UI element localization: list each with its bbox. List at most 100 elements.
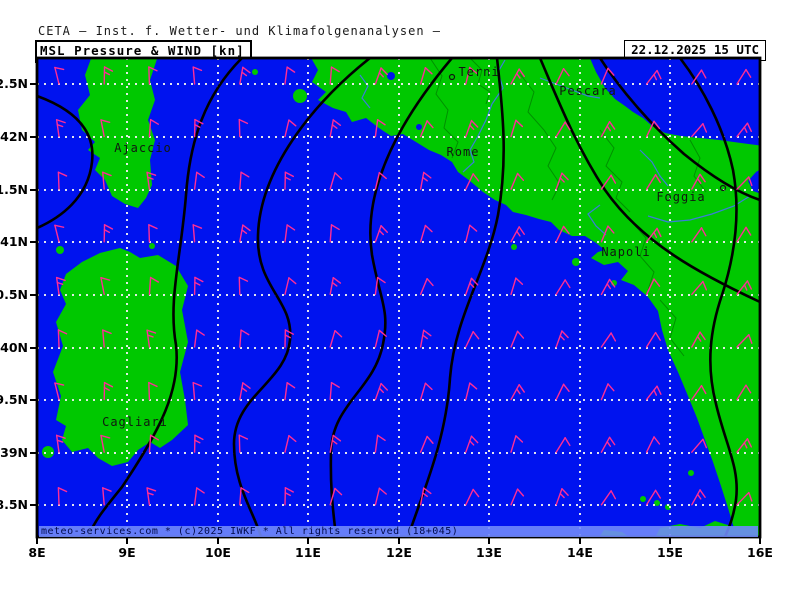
- lat-label: 42.5N: [0, 76, 28, 91]
- wind-barb: [691, 384, 707, 401]
- wind-barb: [600, 121, 616, 138]
- small-island: [42, 446, 54, 458]
- land-sardinia: [53, 248, 188, 466]
- wind-barb: [600, 332, 617, 348]
- wind-barb: [555, 488, 569, 506]
- wind-barb: [148, 434, 160, 453]
- isobar-line: [86, 58, 244, 537]
- small-island: [293, 89, 307, 103]
- city-label-napoli: Napoli: [601, 245, 650, 259]
- wind-barb: [600, 225, 615, 243]
- wind-barb: [645, 436, 661, 453]
- wind-barb: [510, 383, 525, 401]
- isobar-line: [406, 58, 505, 537]
- isobar-line: [678, 58, 738, 537]
- wind-barb: [284, 434, 297, 453]
- lon-label: 16E: [747, 545, 773, 560]
- wind-barb: [645, 227, 662, 243]
- lake: [387, 72, 395, 80]
- datetime-box: 22.12.2025 15 UTC: [624, 40, 766, 61]
- wind-barb: [510, 172, 525, 190]
- wind-barb: [192, 66, 203, 85]
- wind-barb: [329, 119, 342, 138]
- lake: [416, 124, 422, 130]
- wind-barb: [600, 436, 616, 453]
- wind-barb: [555, 279, 571, 296]
- wind-barb: [238, 118, 249, 138]
- wind-barb: [239, 171, 250, 190]
- wind-barb: [148, 381, 158, 401]
- lat-label: 40N: [0, 340, 28, 355]
- lon-label: 9E: [118, 545, 135, 560]
- wind-barb: [645, 385, 662, 401]
- wind-barb: [374, 276, 386, 296]
- wind-barb: [419, 277, 434, 296]
- wind-barb: [284, 487, 294, 506]
- wind-barb: [465, 488, 480, 506]
- wind-barb: [419, 329, 432, 348]
- small-island: [56, 246, 64, 254]
- wind-barb: [510, 277, 524, 296]
- wind-barb: [238, 434, 249, 453]
- wind-barb: [736, 384, 752, 401]
- city-label-terni: Terni: [458, 65, 499, 79]
- wind-barb: [192, 224, 203, 243]
- wind-barb: [465, 277, 479, 296]
- wind-barb: [510, 119, 524, 138]
- wind-barb: [736, 176, 753, 190]
- wind-barb: [146, 171, 157, 190]
- wind-barb: [329, 276, 342, 296]
- lat-label: 41.5N: [0, 182, 28, 197]
- wind-barb: [103, 224, 114, 243]
- city-label-foggia: Foggia: [656, 190, 705, 204]
- lon-label: 12E: [386, 545, 412, 560]
- wind-barb: [419, 67, 433, 85]
- lat-label: 38.5N: [0, 497, 28, 512]
- admin-border: [519, 73, 561, 201]
- wind-barb: [691, 438, 708, 453]
- wind-barb: [419, 382, 433, 401]
- wind-barb: [691, 69, 707, 85]
- land-corsica: [78, 58, 158, 208]
- wind-barb: [239, 487, 250, 506]
- wind-barb: [510, 488, 525, 506]
- wind-barb: [374, 225, 388, 243]
- wind-barb: [284, 171, 294, 190]
- wind-barb: [419, 224, 433, 243]
- wind-barb: [193, 434, 204, 453]
- wind-barb: [192, 381, 203, 401]
- wind-barb: [555, 172, 569, 190]
- wind-barb: [600, 67, 615, 85]
- wind-barb: [329, 172, 343, 190]
- wind-barb: [555, 121, 571, 138]
- wind-barb: [374, 434, 386, 453]
- wind-barb: [102, 329, 112, 348]
- wind-barb: [54, 382, 65, 401]
- lat-label: 42N: [0, 129, 28, 144]
- wind-barb: [736, 122, 753, 138]
- wind-barb: [148, 276, 160, 296]
- wind-barb: [238, 276, 249, 296]
- wind-barb: [555, 437, 571, 453]
- wind-barb: [600, 490, 617, 506]
- lon-label: 14E: [567, 545, 593, 560]
- wind-barb: [736, 438, 753, 453]
- wind-barb: [691, 331, 706, 348]
- wind-barb: [465, 119, 479, 138]
- small-island: [688, 470, 694, 476]
- wind-barb: [284, 382, 296, 401]
- wind-barb: [55, 276, 66, 296]
- admin-border: [659, 299, 685, 357]
- land-mainland: [311, 58, 760, 537]
- wind-barb: [239, 224, 251, 243]
- small-island: [640, 496, 646, 502]
- map-title: MSL_Pressure_&_WIND_[kn]: [40, 43, 245, 58]
- wind-barb: [419, 120, 434, 138]
- copyright-bar: meteo-services.com * (c)2025 IWKF * All …: [39, 526, 758, 537]
- city-label-pescara: Pescara: [559, 84, 617, 98]
- wind-barb: [284, 224, 296, 243]
- city-label-ajaccio: Ajaccio: [114, 141, 172, 155]
- city-dot: [448, 73, 456, 81]
- institute-header: CETA – Inst. f. Wetter- und Klimafolgena…: [38, 24, 442, 38]
